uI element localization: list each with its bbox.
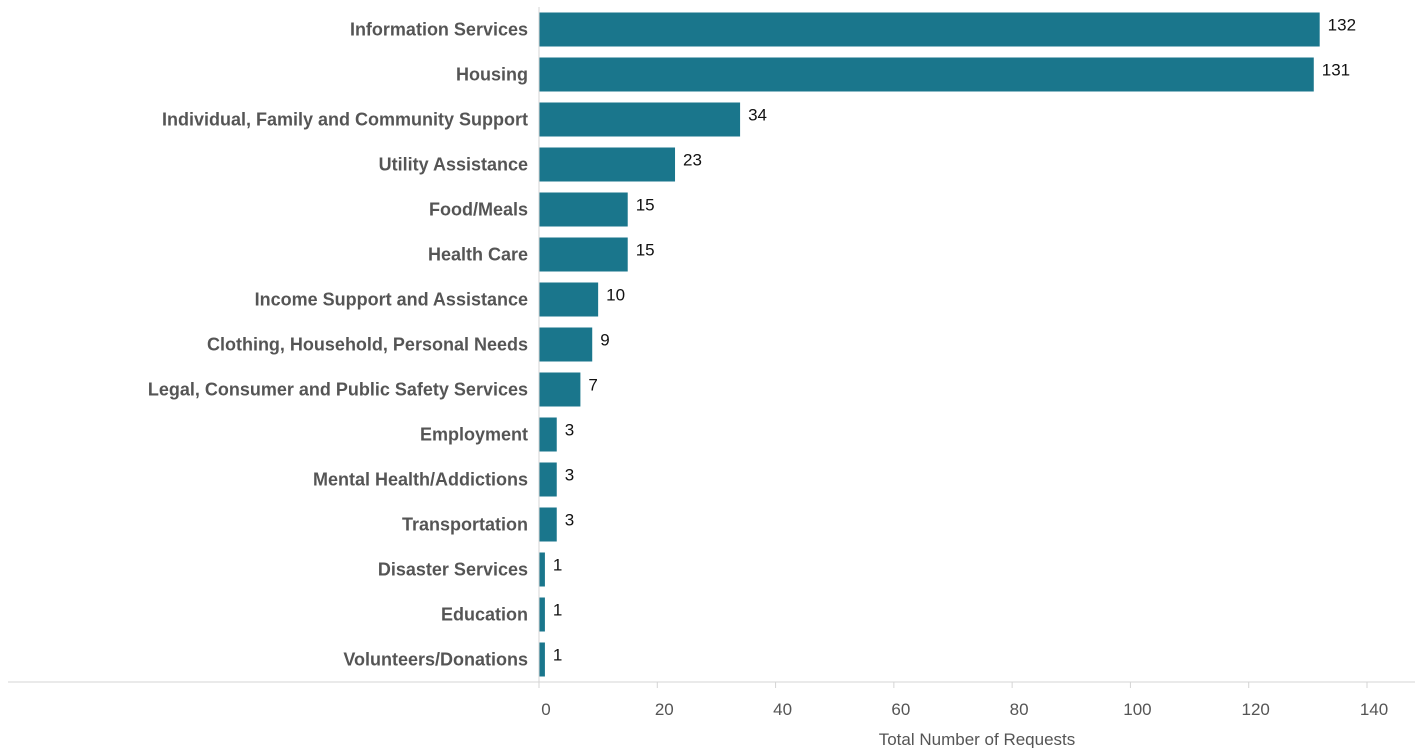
category-label: Housing <box>456 65 528 85</box>
category-label: Legal, Consumer and Public Safety Servic… <box>148 380 528 400</box>
x-tick-label: 60 <box>891 700 910 719</box>
value-label: 1 <box>553 646 562 665</box>
value-label: 1 <box>553 556 562 575</box>
bar-utility-assistance <box>539 147 676 182</box>
x-tick-label: 40 <box>773 700 792 719</box>
x-tick-label: 80 <box>1010 700 1029 719</box>
value-label: 10 <box>606 286 625 305</box>
x-tick-label: 100 <box>1123 700 1151 719</box>
x-axis-title: Total Number of Requests <box>879 730 1076 748</box>
bars-group <box>539 12 1320 677</box>
value-label: 15 <box>636 241 655 260</box>
x-tick-label: 120 <box>1242 700 1270 719</box>
value-label: 132 <box>1328 16 1356 35</box>
bar-food-meals <box>539 192 628 227</box>
value-label: 34 <box>748 106 767 125</box>
bar-income-support-and-assistance <box>539 282 599 317</box>
axes-group <box>8 7 1415 683</box>
bar-individual-family-and-community-support <box>539 102 741 137</box>
value-label: 9 <box>600 331 609 350</box>
bar-volunteers-donations <box>539 642 545 677</box>
x-tick-label: 20 <box>655 700 674 719</box>
bar-employment <box>539 417 557 452</box>
category-label: Health Care <box>428 245 528 265</box>
bar-education <box>539 597 545 632</box>
x-tick-label: 0 <box>541 700 550 719</box>
category-label: Volunteers/Donations <box>343 650 528 670</box>
value-labels-group: 132 131 34 23 15 15 10 9 7 3 3 3 1 1 1 <box>553 16 1356 665</box>
category-label: Disaster Services <box>378 560 528 580</box>
bar-housing <box>539 57 1314 92</box>
category-label: Transportation <box>402 515 528 535</box>
value-label: 7 <box>588 376 597 395</box>
value-label: 15 <box>636 196 655 215</box>
category-label: Food/Meals <box>429 200 528 220</box>
category-label: Education <box>441 605 528 625</box>
category-label: Clothing, Household, Personal Needs <box>207 335 528 355</box>
bar-legal-consumer-and-public-safety-services <box>539 372 581 407</box>
x-ticks-group: 0 20 40 60 80 100 120 140 <box>538 682 1388 719</box>
bar-information-services <box>539 12 1320 47</box>
category-label: Utility Assistance <box>379 155 528 175</box>
category-label: Employment <box>420 425 528 445</box>
category-label: Information Services <box>350 20 528 40</box>
category-label: Individual, Family and Community Support <box>162 110 528 130</box>
x-tick-label: 140 <box>1360 700 1388 719</box>
category-labels-group: Information Services Housing Individual, F… <box>148 20 528 670</box>
bar-mental-health-addictions <box>539 462 557 497</box>
value-label: 3 <box>565 421 574 440</box>
bar-health-care <box>539 237 628 272</box>
value-label: 23 <box>683 151 702 170</box>
category-label: Income Support and Assistance <box>255 290 528 310</box>
bar-clothing-household-personal-needs <box>539 327 593 362</box>
value-label: 1 <box>553 601 562 620</box>
category-label: Mental Health/Addictions <box>313 470 528 490</box>
value-label: 3 <box>565 466 574 485</box>
bar-transportation <box>539 507 557 542</box>
bar-disaster-services <box>539 552 545 587</box>
value-label: 131 <box>1322 61 1350 80</box>
value-label: 3 <box>565 511 574 530</box>
